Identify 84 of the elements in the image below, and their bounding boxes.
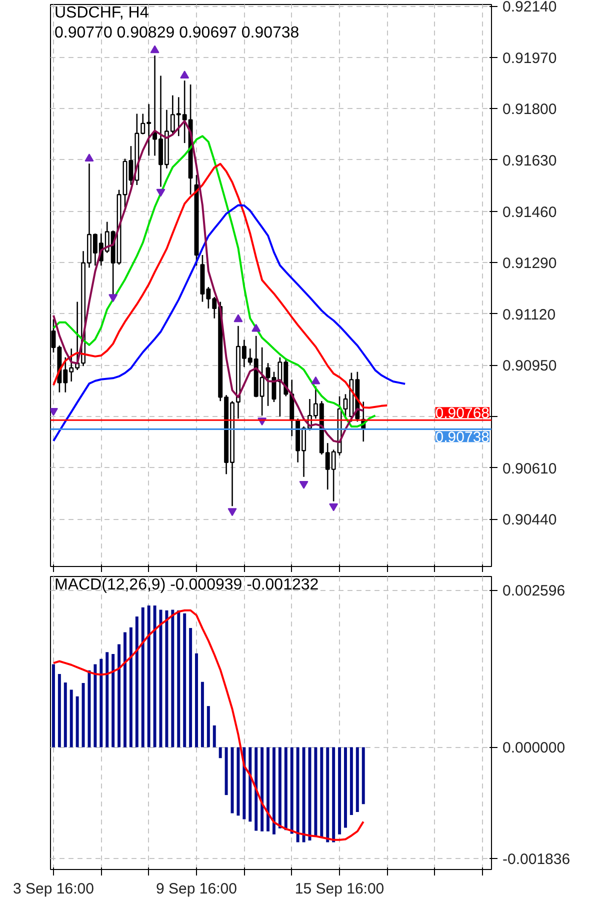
bar: [230, 747, 234, 814]
bar: [76, 696, 79, 748]
y-tick-label: 0.91970: [502, 50, 557, 67]
bar: [106, 652, 109, 748]
y-tick-label: 0.92140: [502, 0, 557, 16]
bar: [356, 747, 359, 812]
bar: [278, 747, 282, 828]
y-tick-label: 0.91800: [502, 101, 557, 118]
bar: [200, 682, 204, 748]
bar: [290, 747, 294, 834]
x-tick-label: 15 Sep 16:00: [294, 880, 384, 898]
y-tick-label: 0.90610: [502, 460, 557, 478]
ref-line-label: 0.90768: [435, 405, 490, 422]
line-series: [52, 204, 406, 442]
point: [299, 480, 308, 489]
bar: [70, 690, 73, 748]
bar: [124, 632, 126, 748]
bar: [308, 747, 312, 840]
bar: [177, 610, 180, 748]
bar: [320, 747, 324, 838]
bar: [52, 664, 55, 748]
bar: [100, 658, 103, 748]
bar: [338, 747, 342, 834]
bar: [82, 683, 85, 748]
y-tick-label: 0.90440: [502, 512, 557, 529]
bar: [88, 670, 91, 748]
chart-title: USDCHF, H4: [54, 4, 149, 22]
bar: [165, 610, 168, 748]
bar: [224, 747, 228, 796]
bar: [236, 747, 240, 816]
point: [84, 154, 94, 162]
y-tick-label: 0.91630: [502, 152, 557, 170]
bar: [272, 747, 276, 834]
bar: [362, 747, 365, 804]
point: [150, 45, 160, 54]
y-tick-label: 0.91120: [502, 306, 556, 324]
bar: [212, 725, 216, 748]
x-tick-label: 3 Sep 16:00: [13, 880, 94, 898]
y-tick-label: 0.002596: [502, 582, 566, 600]
point: [234, 314, 243, 322]
bar: [218, 747, 222, 758]
bar: [195, 653, 198, 748]
bar: [296, 747, 300, 842]
y-tick-label: -0.001836: [502, 850, 570, 868]
point: [108, 294, 118, 302]
bar: [183, 613, 186, 748]
y-tick-label: 0.91460: [502, 204, 557, 221]
bar: [284, 747, 288, 830]
bar: [248, 747, 252, 822]
bar: [141, 607, 144, 748]
bar: [189, 628, 192, 748]
bar: [153, 606, 156, 748]
point: [180, 70, 190, 79]
bar: [112, 654, 115, 748]
bar: [344, 747, 347, 828]
line-series: [52, 162, 388, 409]
bar: [129, 627, 132, 748]
bar: [266, 747, 270, 832]
bar: [326, 747, 330, 842]
x-tick-label: 9 Sep 16:00: [156, 880, 237, 898]
point: [329, 503, 338, 512]
y-tick-label: 0.91290: [502, 255, 557, 272]
bar: [58, 674, 61, 748]
bar: [206, 706, 210, 748]
text: 0.90770 0.90829 0.90697 0.90738: [54, 24, 300, 42]
ref-line-label: 0.90738: [435, 429, 490, 446]
bar: [64, 682, 67, 748]
bar: [147, 606, 150, 748]
bar: [94, 664, 97, 748]
chart-title: MACD(12,26,9) -0.000939 -0.001232: [54, 576, 319, 594]
y-tick-label: 0.90950: [502, 358, 557, 375]
point: [228, 508, 237, 516]
bar: [314, 747, 318, 837]
bar: [171, 610, 174, 748]
point: [252, 324, 261, 332]
bar: [254, 747, 258, 831]
bar: [118, 644, 121, 748]
bar: [350, 747, 353, 816]
y-tick-label: 0.000000: [502, 740, 566, 757]
bar: [135, 616, 138, 748]
bar: [260, 747, 264, 832]
bar: [302, 747, 306, 842]
bar: [332, 747, 336, 842]
line-series: [52, 609, 364, 841]
